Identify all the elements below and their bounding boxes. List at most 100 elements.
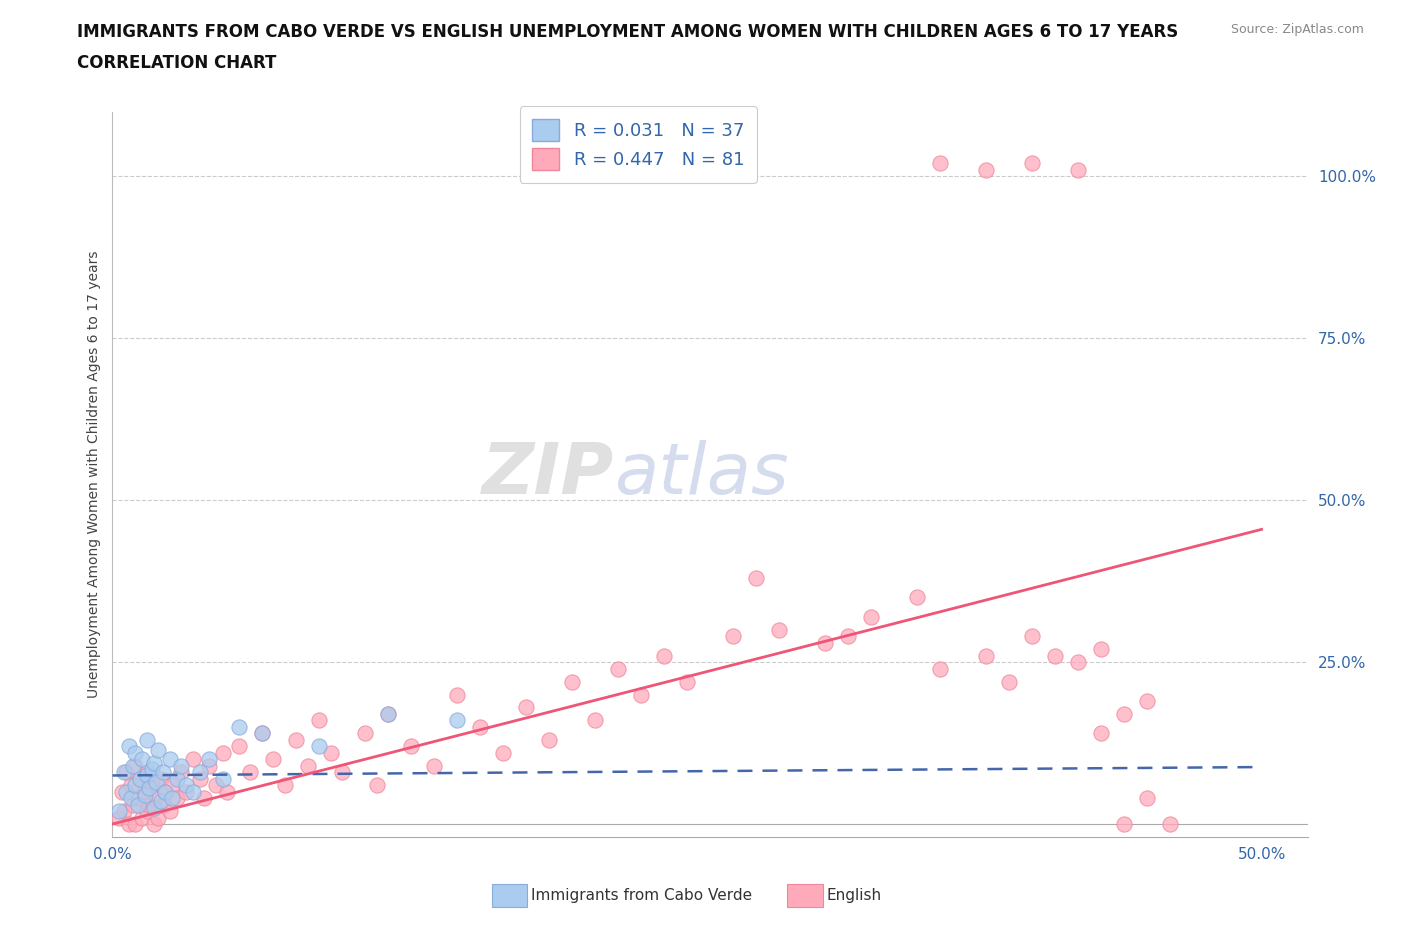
Point [1090, 726, 1112, 741]
Point [262, 751, 284, 766]
Point [127, 790, 149, 805]
Point [630, 687, 652, 702]
Point [205, 777, 228, 792]
Point [470, 720, 492, 735]
Point [998, 674, 1021, 689]
Point [198, 758, 221, 773]
Point [181, 784, 204, 799]
Point [768, 622, 790, 637]
Point [745, 570, 768, 585]
Point [152, 797, 174, 812]
Point [401, 738, 423, 753]
Point [308, 738, 330, 753]
Point [124, 745, 146, 760]
Point [111, 784, 134, 799]
Point [211, 745, 233, 760]
Point [131, 810, 153, 825]
Text: atlas: atlas [614, 440, 789, 509]
Point [122, 797, 145, 812]
Point [211, 771, 233, 786]
Point [515, 700, 537, 715]
Point [928, 156, 950, 171]
Point [124, 758, 146, 773]
Point [136, 768, 159, 783]
Point [228, 738, 250, 753]
Point [112, 804, 135, 818]
Point [583, 713, 606, 728]
Point [142, 755, 165, 770]
Text: ZIP: ZIP [482, 440, 614, 509]
Point [837, 629, 859, 644]
Point [354, 726, 377, 741]
Point [112, 764, 135, 779]
Point [492, 745, 515, 760]
Point [1112, 817, 1135, 831]
Point [138, 781, 160, 796]
Point [607, 661, 630, 676]
Point [859, 609, 882, 624]
Point [1067, 655, 1090, 670]
Text: CORRELATION CHART: CORRELATION CHART [77, 54, 277, 72]
Point [1067, 163, 1090, 178]
Point [134, 788, 156, 803]
Point [129, 771, 152, 786]
Point [155, 784, 177, 799]
Text: Source: ZipAtlas.com: Source: ZipAtlas.com [1230, 23, 1364, 36]
Point [141, 777, 163, 792]
Point [905, 590, 928, 604]
Legend: R = 0.031   N = 37, R = 0.447   N = 81: R = 0.031 N = 37, R = 0.447 N = 81 [520, 106, 756, 182]
Point [134, 784, 156, 799]
Point [117, 817, 139, 831]
Point [1159, 817, 1181, 831]
Point [1021, 629, 1043, 644]
Point [145, 775, 167, 790]
Point [308, 713, 330, 728]
Point [239, 764, 262, 779]
Point [170, 764, 193, 779]
Y-axis label: Unemployment Among Women with Children Ages 6 to 17 years: Unemployment Among Women with Children A… [87, 250, 101, 698]
Point [129, 771, 152, 786]
Point [974, 163, 997, 178]
Point [142, 801, 165, 816]
Point [162, 790, 183, 805]
Point [228, 720, 250, 735]
Point [193, 790, 215, 805]
Point [174, 784, 197, 799]
Point [974, 648, 997, 663]
Point [145, 790, 167, 805]
Point [136, 804, 159, 818]
Point [1090, 642, 1112, 657]
Point [319, 745, 342, 760]
Point [274, 777, 297, 792]
Point [148, 810, 170, 825]
Point [108, 810, 131, 825]
Point [366, 777, 388, 792]
Point [149, 771, 172, 786]
Point [127, 797, 149, 812]
Point [108, 804, 131, 818]
Text: IMMIGRANTS FROM CABO VERDE VS ENGLISH UNEMPLOYMENT AMONG WOMEN WITH CHILDREN AGE: IMMIGRANTS FROM CABO VERDE VS ENGLISH UN… [77, 23, 1178, 41]
Point [124, 817, 146, 831]
Point [136, 764, 159, 779]
Point [162, 777, 183, 792]
Point [188, 764, 211, 779]
Point [181, 751, 204, 766]
Point [652, 648, 675, 663]
Point [676, 674, 699, 689]
Point [1136, 694, 1159, 709]
Point [149, 794, 172, 809]
Point [141, 762, 163, 777]
Point [174, 777, 197, 792]
Point [1043, 648, 1066, 663]
Point [124, 777, 146, 792]
Point [159, 804, 181, 818]
Point [138, 797, 160, 812]
Point [198, 751, 221, 766]
Point [297, 758, 319, 773]
Point [120, 790, 142, 805]
Point [250, 726, 273, 741]
Point [928, 661, 950, 676]
Point [377, 707, 399, 722]
Point [115, 764, 138, 779]
Point [1021, 156, 1043, 171]
